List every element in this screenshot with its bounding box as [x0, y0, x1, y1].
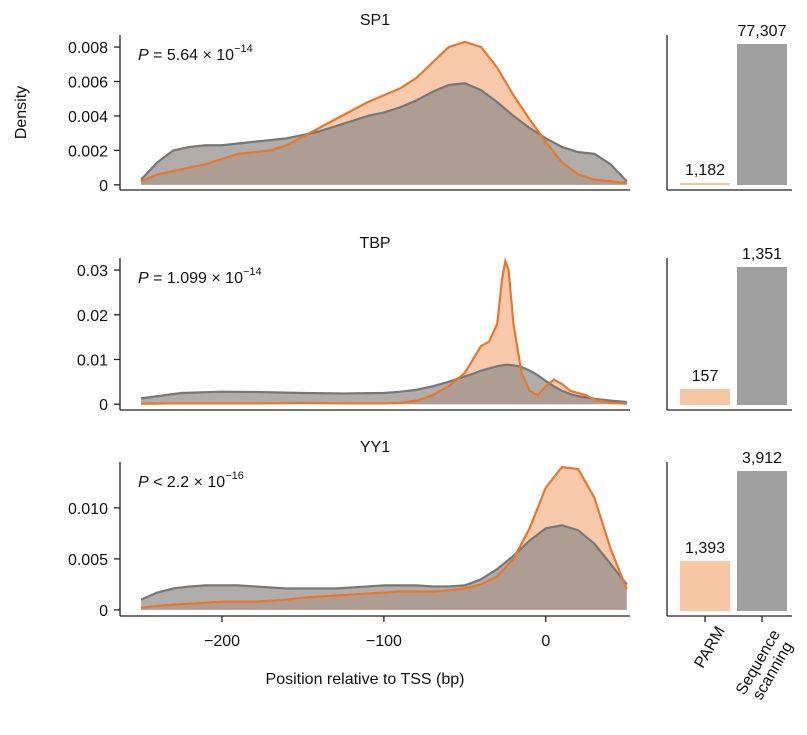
density-area [141, 525, 627, 610]
p-value: P < 2.2 × 10−16 [138, 470, 244, 491]
y-tick-label: 0.01 [77, 352, 108, 369]
panel-title: TBP [359, 235, 390, 252]
p-value: P = 1.099 × 10−14 [138, 266, 262, 287]
density-line [141, 256, 627, 405]
y-tick-label: 0 [99, 178, 108, 195]
value-label: 1,351 [742, 246, 782, 263]
y-tick-label: 0.03 [77, 263, 108, 280]
density-line [140, 82, 628, 183]
bar [680, 388, 730, 405]
p-symbol: P [138, 270, 149, 287]
density-area [141, 364, 627, 405]
x-tick-label: PARM [691, 623, 729, 672]
x-tick-label: −100 [366, 633, 402, 650]
p-symbol: P [138, 474, 149, 491]
y-tick-label: 0.005 [68, 552, 108, 569]
bar [680, 182, 730, 185]
p-exponent: −14 [234, 43, 253, 55]
value-label: 1,182 [685, 162, 725, 179]
x-tick-label: 0 [541, 633, 550, 650]
value-label: 3,912 [742, 450, 782, 467]
y-tick-label: 0.006 [68, 75, 108, 92]
p-symbol: P [138, 47, 149, 64]
density-area [141, 83, 627, 185]
value-label: 157 [692, 368, 719, 385]
x-tick-label: Sequence scanning [733, 627, 797, 704]
density-line [140, 40, 627, 185]
y-tick-label: 0.008 [68, 40, 108, 57]
p-text: = 1.099 × 10 [149, 270, 243, 287]
value-label: 77,307 [738, 23, 787, 40]
value-label: 1,393 [685, 540, 725, 557]
y-axis-label: Density [13, 86, 30, 139]
bar [737, 471, 787, 611]
p-exponent: −16 [225, 470, 244, 482]
p-text: = 5.64 × 10 [149, 47, 235, 64]
bar [737, 267, 787, 405]
bar [737, 44, 787, 185]
bar [680, 561, 730, 611]
x-axis-label: Position relative to TSS (bp) [266, 671, 465, 688]
x-tick-label: −200 [204, 633, 240, 650]
p-exponent: −14 [243, 266, 262, 278]
panel-title: SP1 [360, 12, 390, 29]
y-tick-label: 0.02 [77, 308, 108, 325]
density-line [140, 363, 627, 404]
y-tick-label: 0 [99, 397, 108, 414]
y-tick-label: 0.004 [68, 109, 108, 126]
panel-title: YY1 [360, 439, 390, 456]
y-tick-label: 0.010 [68, 501, 108, 518]
y-tick-label: 0.002 [68, 143, 108, 160]
density-line [140, 524, 628, 601]
p-value: P = 5.64 × 10−14 [138, 43, 253, 64]
density-line [140, 465, 628, 609]
p-text: < 2.2 × 10 [149, 474, 226, 491]
y-tick-label: 0 [99, 603, 108, 620]
